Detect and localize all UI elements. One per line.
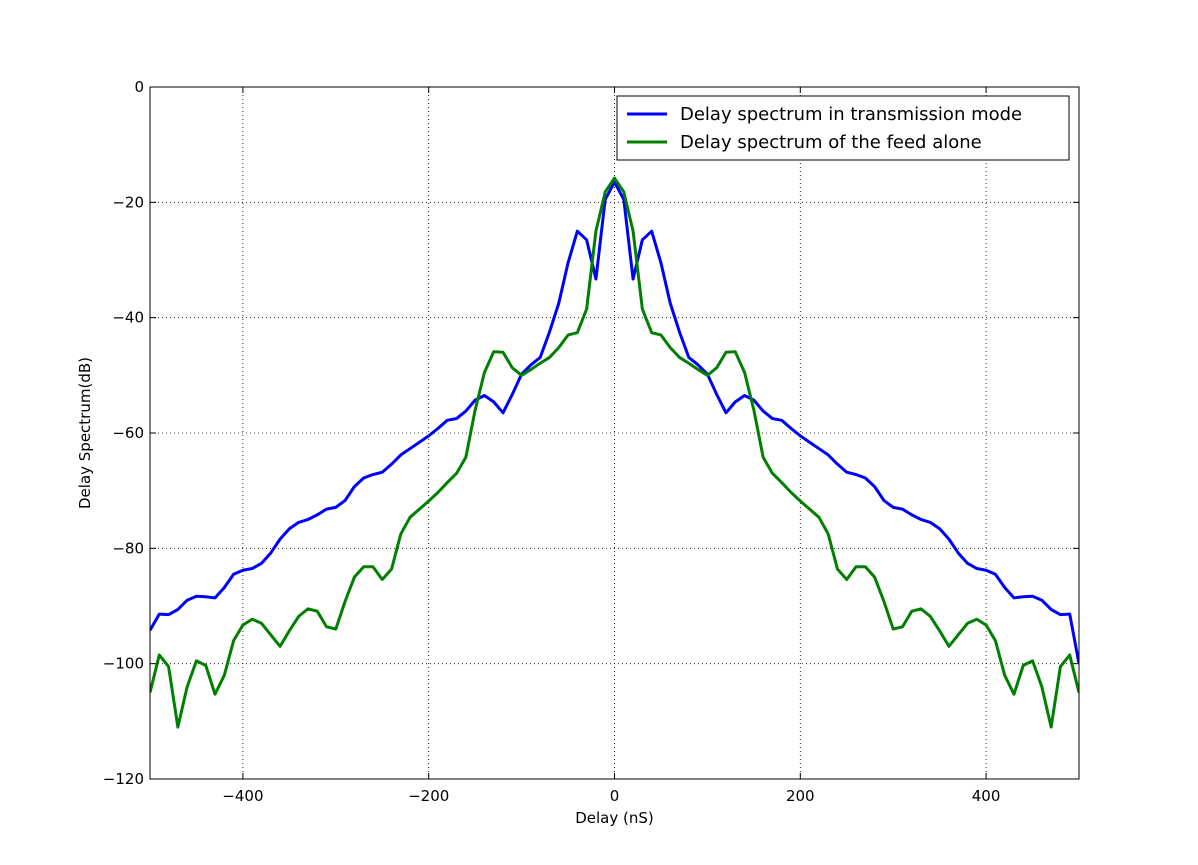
- y-tick-label: −20: [112, 193, 144, 211]
- y-tick-label: −120: [103, 770, 144, 788]
- legend-box: [616, 95, 1070, 161]
- y-axis-label: Delay Spectrum(dB): [76, 357, 94, 509]
- legend-label: Delay spectrum of the feed alone: [680, 132, 982, 153]
- y-tick-label: 0: [134, 78, 144, 96]
- x-tick-label: −400: [222, 787, 263, 805]
- y-tick-label: −40: [112, 309, 144, 327]
- legend-label: Delay spectrum in transmission mode: [680, 104, 1022, 125]
- x-tick-label: 200: [786, 787, 815, 805]
- x-axis-label: Delay (nS): [575, 809, 654, 827]
- plot-frame: [149, 86, 1080, 780]
- y-tick-label: −60: [112, 424, 144, 442]
- y-tick-label: −80: [112, 539, 144, 557]
- data-line: [150, 180, 1079, 664]
- x-tick-label: 0: [610, 787, 620, 805]
- x-tick-label: 400: [972, 787, 1001, 805]
- y-tick-label: −100: [103, 655, 144, 673]
- x-tick-label: −200: [408, 787, 449, 805]
- data-line: [150, 176, 1079, 729]
